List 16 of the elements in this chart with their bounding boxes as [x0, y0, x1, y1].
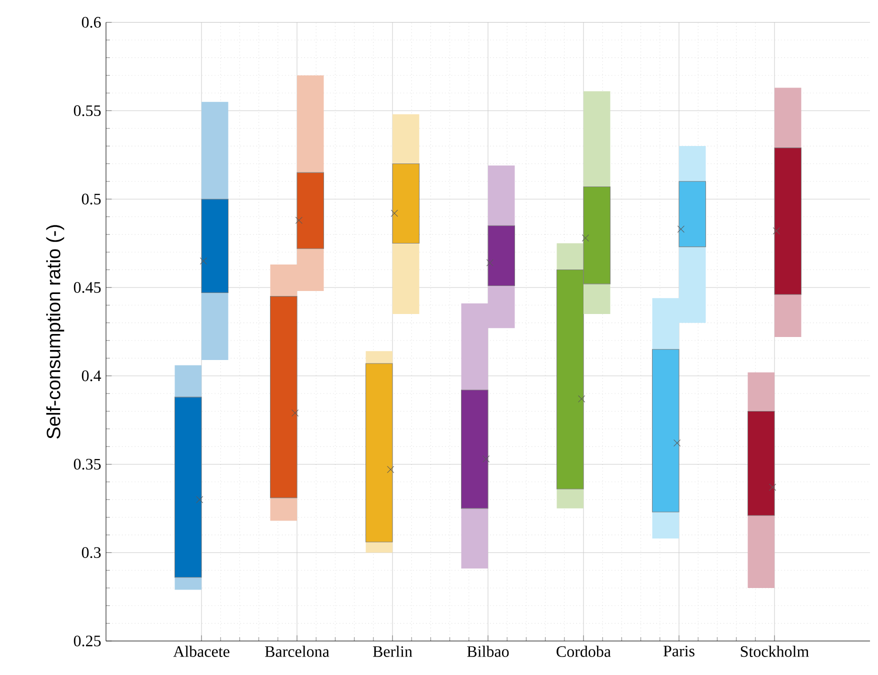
x-tick-label: Bilbao: [467, 646, 509, 657]
x-tick-label: Cordoba: [556, 646, 611, 657]
y-tick-label: 0.6: [82, 16, 101, 28]
y-tick-label: 0.4: [82, 370, 102, 382]
y-tick-label: 0.55: [74, 105, 101, 116]
x-tick-label: Berlin: [372, 646, 412, 657]
y-tick-label: 0.45: [74, 282, 101, 293]
x-tick-label: Paris: [663, 646, 694, 656]
x-tick-label: Albacete: [173, 646, 230, 657]
y-tick-label: 0.5: [82, 194, 101, 205]
y-tick-label: 0.3: [82, 547, 101, 558]
x-tick-label: Barcelona: [265, 646, 330, 657]
x-tick-label: Stockholm: [740, 646, 809, 657]
y-tick-label: 0.35: [74, 458, 101, 470]
y-axis-title: Self-consumption ratio (-): [46, 225, 64, 439]
y-tick-label: 0.25: [74, 636, 101, 646]
